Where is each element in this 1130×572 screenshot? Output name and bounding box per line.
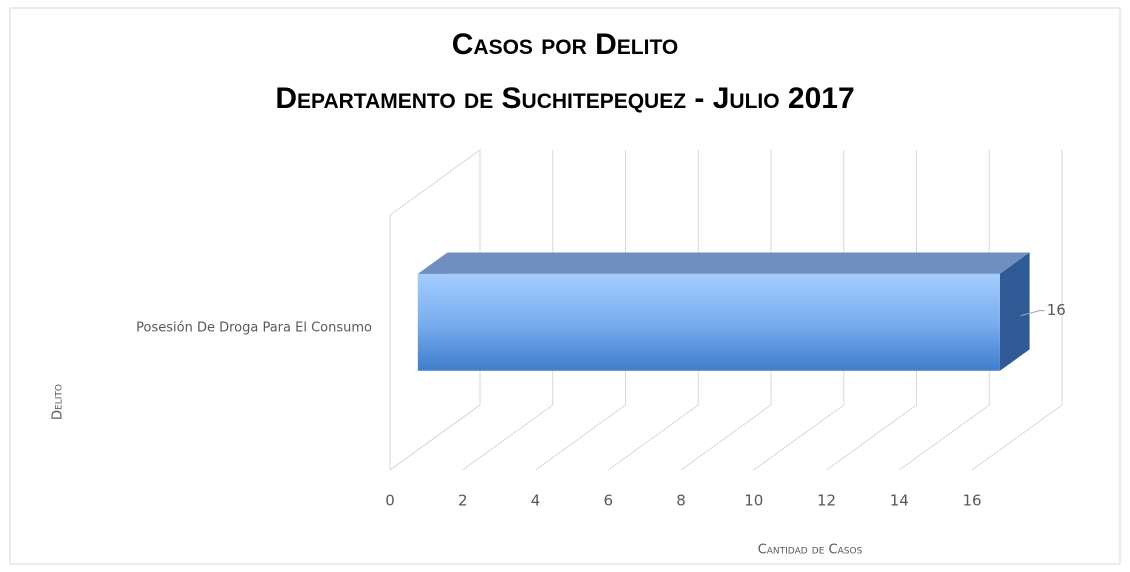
plot-area: 0 2 4 6 8 10 12 14 16 Posesión De Droga Para El C… — [136, 149, 1066, 510]
grid-line — [753, 150, 845, 471]
grid-line — [826, 150, 917, 471]
chart-title: Casos por Delito — [452, 28, 678, 61]
x-tick-label: 12 — [817, 492, 836, 510]
grid-line — [680, 150, 772, 471]
grid-line — [389, 150, 481, 471]
grid-line — [607, 150, 699, 471]
x-tick-label: 4 — [531, 492, 541, 510]
chart-subtitle: Departamento de Suchitepequez - Julio 20… — [275, 82, 854, 115]
grid-line — [971, 150, 1063, 471]
leader-line — [1020, 310, 1045, 317]
x-axis-title: Cantidad de Casos — [758, 543, 863, 558]
x-tick-label: 14 — [890, 492, 909, 510]
x-tick-label: 6 — [603, 492, 613, 510]
grid-line — [898, 150, 990, 471]
grid-line — [462, 150, 554, 471]
x-tick-label: 10 — [744, 492, 763, 510]
bar-side — [999, 252, 1030, 371]
bar — [417, 273, 1000, 371]
x-tick-label: 16 — [962, 492, 981, 510]
x-tick-label: 0 — [385, 492, 395, 510]
bar-top — [417, 252, 1030, 274]
grid-line — [535, 150, 626, 471]
x-tick-label: 2 — [458, 492, 468, 510]
y-axis-title: Delito — [51, 384, 66, 420]
y-tick-label: Posesión De Droga Para El Consumo — [136, 321, 372, 336]
x-tick-label: 8 — [676, 492, 686, 510]
data-label: 16 — [1047, 301, 1066, 319]
